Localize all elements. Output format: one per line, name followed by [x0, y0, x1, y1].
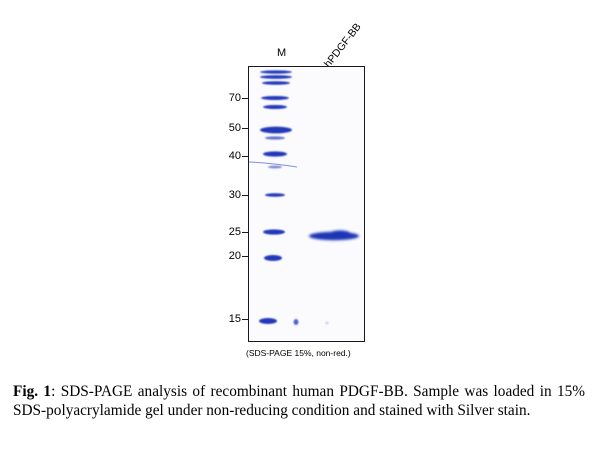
mw-tick	[242, 256, 248, 257]
marker-band	[261, 96, 289, 100]
mw-tick	[242, 156, 248, 157]
gel-bands	[249, 70, 359, 325]
marker-band	[260, 70, 292, 74]
marker-band	[293, 319, 299, 325]
marker-band	[325, 322, 329, 324]
gel-note: (SDS-PAGE 15%, non-red.)	[246, 348, 351, 358]
mw-tick	[242, 98, 248, 99]
sample-band	[328, 230, 352, 240]
lane-label-marker: M	[277, 47, 287, 59]
mw-label-20: 20	[228, 250, 241, 262]
marker-band	[260, 75, 292, 79]
marker-band	[264, 255, 282, 261]
mw-label-70: 70	[228, 92, 241, 104]
mw-label-50: 50	[228, 122, 241, 134]
marker-band	[263, 151, 287, 157]
marker-band	[260, 126, 292, 134]
marker-band	[259, 318, 277, 324]
marker-band	[265, 136, 285, 140]
mw-label-30: 30	[228, 189, 241, 201]
marker-band	[265, 193, 285, 197]
figure-caption: Fig. 1: SDS-PAGE analysis of recombinant…	[13, 382, 585, 420]
mw-label-15: 15	[228, 313, 241, 325]
mw-label-25: 25	[228, 226, 241, 238]
gel-image	[248, 66, 365, 342]
lane-label-sample: hPDGF-BB	[321, 21, 364, 70]
mw-label-40: 40	[228, 150, 241, 162]
mw-tick	[242, 128, 248, 129]
marker-band	[268, 165, 282, 169]
marker-band	[262, 81, 290, 85]
gel-streak	[249, 161, 298, 168]
mw-tick	[242, 232, 248, 233]
mw-tick	[242, 195, 248, 196]
marker-band	[263, 229, 285, 235]
mw-tick	[242, 319, 248, 320]
figure-number: Fig. 1	[13, 383, 52, 400]
marker-band	[263, 105, 287, 109]
caption-text: : SDS-PAGE analysis of recombinant human…	[13, 383, 585, 419]
